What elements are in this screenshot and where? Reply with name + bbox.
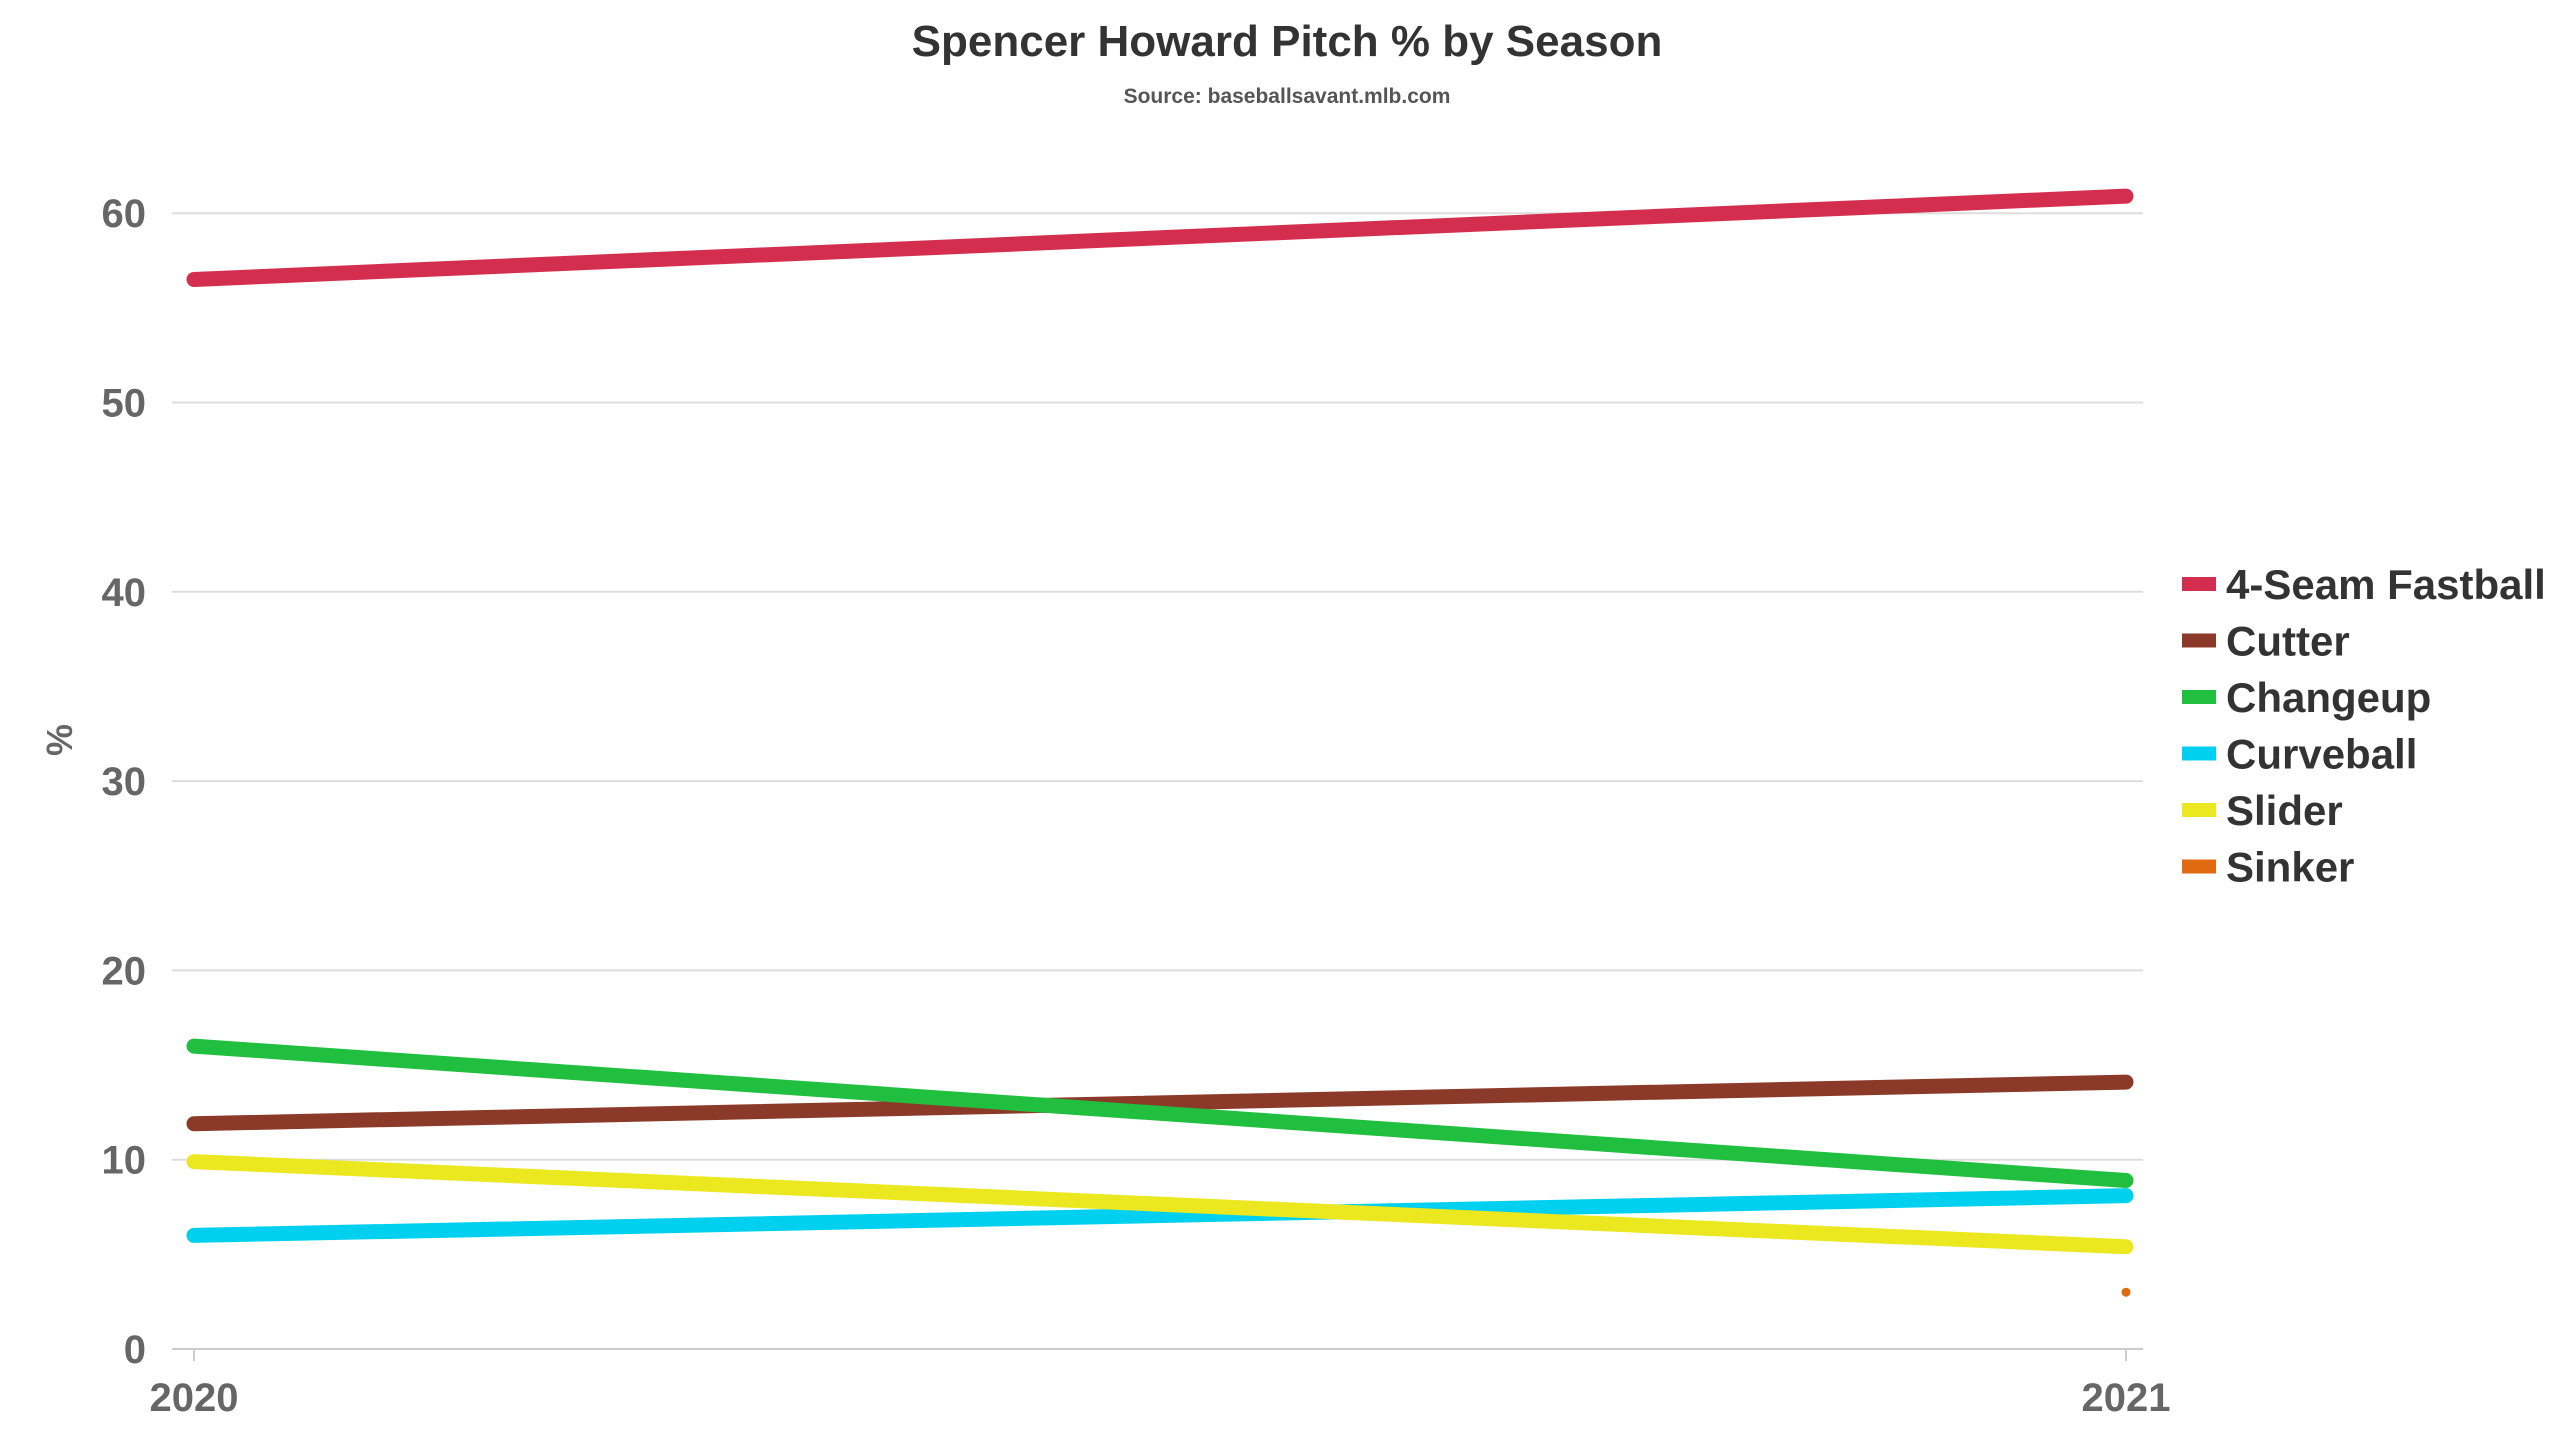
series-line-changeup [186,1038,2134,1189]
legend-swatch-4-seam-fastball [2182,577,2216,591]
y-tick-label: 10 [102,1139,147,1183]
x-tick-label: 2021 [2082,1376,2171,1420]
legend-swatch-cutter [2182,633,2216,648]
legend-label-slider: Slider [2226,787,2343,834]
legend-label-sinker: Sinker [2226,844,2354,891]
y-tick-label: 0 [124,1328,146,1372]
y-tick-label: 40 [102,571,147,615]
legend-label-4-seam-fastball: 4-Seam Fastball [2226,561,2546,608]
series-point-sinker [2121,1287,2131,1297]
y-tick-label: 50 [102,382,147,426]
chart-title: Spencer Howard Pitch % by Season [912,17,1663,66]
legend-swatch-curveball [2182,746,2216,761]
y-axis-ticks: 0 10 20 30 40 50 60 [102,192,147,1372]
y-tick-label: 20 [102,949,147,993]
legend-label-curveball: Curveball [2226,731,2417,778]
series-line-slider [186,1154,2134,1255]
legend-label-cutter: Cutter [2226,618,2350,665]
series-line-cutter [186,1074,2134,1132]
chart-subtitle: Source: baseballsavant.mlb.com [1124,85,1451,108]
legend: 4-Seam Fastball Cutter Changeup Curveball Sl… [2182,561,2546,891]
series-line-4-seam-fastball [186,188,2134,287]
legend-swatch-sinker [2182,859,2216,874]
x-tick-label: 2020 [150,1376,239,1420]
legend-swatch-changeup [2182,690,2216,704]
y-tick-label: 60 [102,192,147,236]
y-tick-label: 30 [102,760,147,804]
legend-label-changeup: Changeup [2226,674,2431,721]
gridlines [172,212,2143,1350]
legend-swatch-slider [2182,803,2216,817]
series-lines [186,188,2134,1297]
series-line-curveball [186,1188,2134,1243]
y-axis-label: % [39,724,80,756]
x-axis-ticks: 2020 2021 [150,1349,2171,1420]
